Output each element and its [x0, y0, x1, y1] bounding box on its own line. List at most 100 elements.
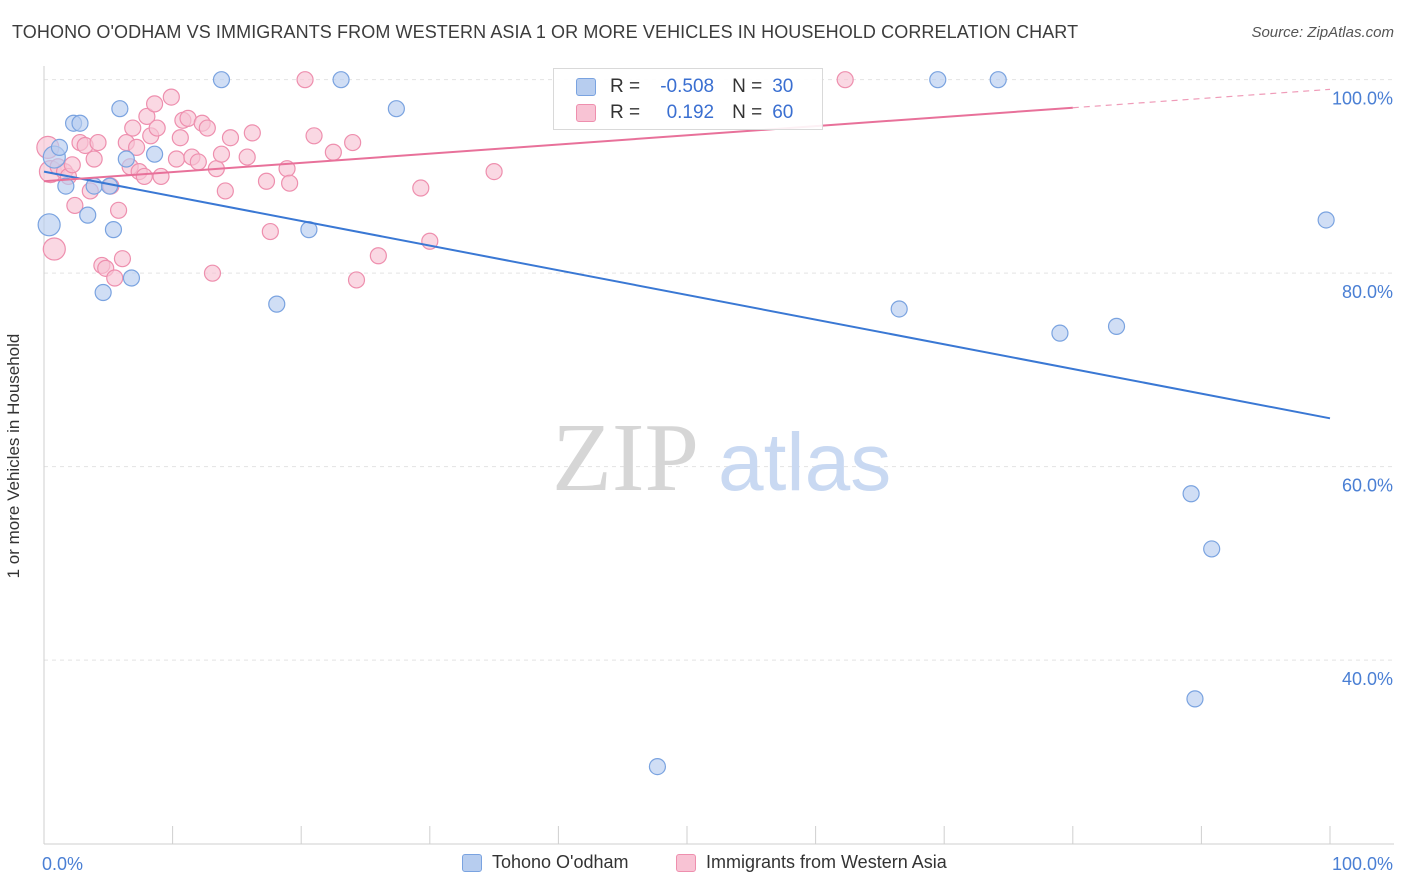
data-point [332, 71, 350, 89]
pink-swatch-icon [576, 104, 596, 122]
data-point [387, 100, 405, 118]
data-point [85, 150, 103, 168]
trend-lines [43, 88, 1331, 420]
data-point [109, 201, 128, 219]
data-point [929, 71, 947, 89]
data-point [1203, 540, 1221, 558]
legend-r-value: -0.508 [660, 76, 715, 97]
series-legend-immigrants: Immigrants from Western Asia [676, 852, 947, 873]
series-tohono-points [37, 71, 1335, 776]
data-point [305, 127, 323, 145]
data-point [189, 153, 207, 171]
axes [43, 66, 1394, 845]
x-tick-label: 0.0% [42, 854, 83, 874]
data-point [127, 138, 146, 156]
source-credit: Source: ZipAtlas.com [1251, 24, 1394, 41]
data-point [989, 71, 1007, 89]
data-point [63, 156, 81, 174]
data-point [1186, 690, 1204, 708]
data-point [171, 129, 189, 147]
data-point [111, 100, 129, 118]
data-point [238, 148, 256, 166]
data-point [79, 206, 97, 224]
data-point [122, 269, 141, 287]
watermark-zip: ZIP [552, 404, 699, 512]
blue-swatch-icon [462, 853, 482, 872]
data-point [216, 182, 234, 200]
data-point [1051, 324, 1069, 342]
chart-title: TOHONO O'ODHAM VS IMMIGRANTS FROM WESTER… [12, 22, 1079, 42]
data-point [344, 133, 362, 152]
tick-labels: 40.0% 60.0% 80.0% 100.0% 0.0% 100.0% [42, 89, 1393, 874]
data-point [836, 71, 854, 89]
trend-line-immigrants [43, 106, 1073, 183]
data-point [296, 71, 314, 89]
series-legend-tohono: Tohono O'odham [462, 852, 629, 873]
data-point [1107, 317, 1126, 335]
data-point [257, 172, 276, 190]
legend-r-label: R = [610, 102, 641, 123]
data-point [162, 88, 180, 106]
legend-n-label: N = [732, 76, 763, 97]
data-point [347, 271, 366, 289]
legend-n-value: 60 [772, 102, 794, 123]
trend-line-immigrants-extension [1072, 88, 1331, 109]
data-point [113, 250, 132, 268]
data-point [117, 150, 135, 168]
data-point [412, 179, 430, 197]
data-point [145, 95, 164, 113]
data-point [203, 264, 222, 282]
watermark: ZIP atlas [552, 404, 891, 512]
data-point [104, 221, 123, 239]
data-point [221, 129, 240, 147]
watermark-atlas: atlas [718, 417, 891, 508]
data-point [37, 213, 61, 237]
data-point [167, 150, 186, 168]
data-point [281, 174, 299, 192]
blue-swatch-icon [576, 78, 596, 96]
legend-row-tohono: R = -0.508 N = 30 [576, 75, 793, 99]
data-point [648, 757, 667, 776]
data-point [268, 295, 286, 313]
data-point [485, 162, 503, 181]
y-tick-label: 60.0% [1342, 476, 1393, 496]
data-point [71, 114, 89, 132]
legend-r-label: R = [610, 76, 641, 97]
series-name: Immigrants from Western Asia [706, 852, 947, 872]
data-point [261, 222, 279, 241]
data-point [212, 71, 231, 89]
data-point [89, 133, 107, 152]
data-point [50, 138, 69, 156]
data-point [94, 283, 112, 302]
data-point [138, 107, 156, 126]
y-tick-label: 100.0% [1332, 89, 1393, 109]
y-axis-label: 1 or more Vehicles in Household [4, 333, 23, 579]
pink-swatch-icon [676, 853, 696, 872]
data-point [212, 145, 231, 163]
data-point [106, 269, 124, 287]
data-point [152, 167, 170, 186]
data-point [135, 167, 153, 186]
data-point [198, 119, 216, 137]
series-legend: Tohono O'odham Immigrants from Western A… [0, 852, 1406, 876]
data-point [57, 177, 75, 195]
data-point [243, 124, 261, 142]
data-point [42, 237, 66, 261]
legend-n-label: N = [732, 102, 763, 123]
data-point [369, 247, 387, 265]
series-name: Tohono O'odham [492, 852, 629, 872]
data-point [66, 196, 84, 215]
data-point [148, 119, 166, 137]
y-tick-label: 80.0% [1342, 282, 1393, 302]
data-point [1317, 211, 1335, 229]
stats-legend: R = -0.508 N = 30 R = 0.192 N = 60 [553, 68, 823, 130]
legend-r-value: 0.192 [666, 102, 715, 123]
data-point [124, 119, 142, 137]
data-point [324, 143, 342, 161]
x-tick-label: 100.0% [1332, 854, 1393, 874]
data-point [1182, 485, 1200, 503]
data-point [890, 300, 908, 318]
data-point [145, 145, 164, 163]
legend-n-value: 30 [772, 76, 794, 97]
